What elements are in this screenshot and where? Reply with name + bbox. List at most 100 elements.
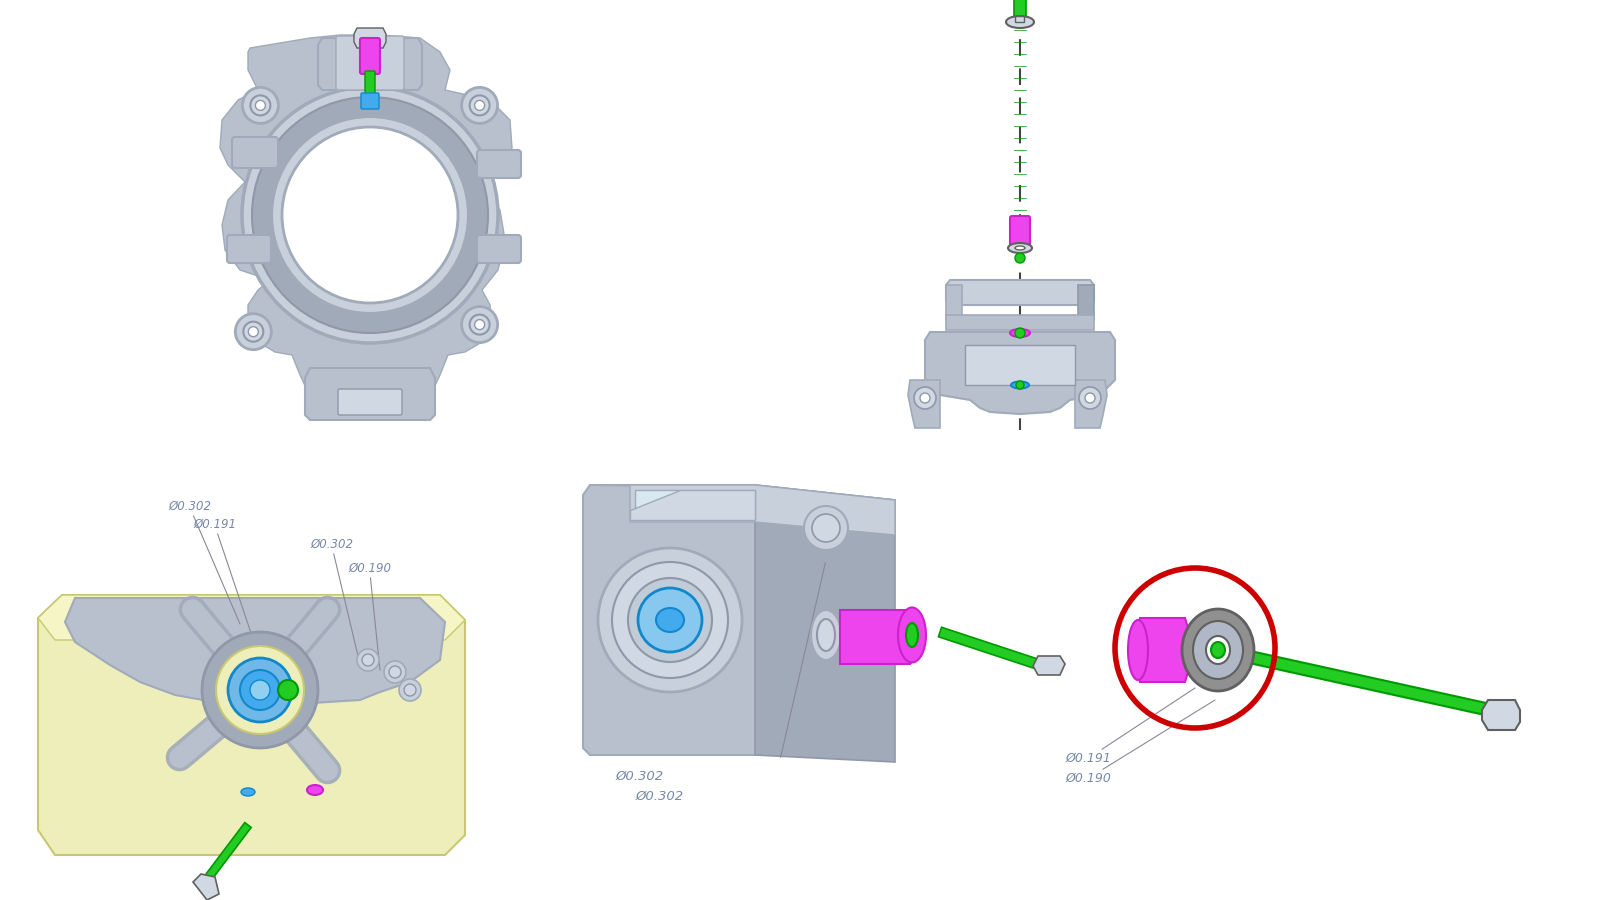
Circle shape [805, 506, 848, 550]
Circle shape [278, 680, 298, 700]
Circle shape [229, 658, 291, 722]
Polygon shape [1034, 656, 1066, 675]
Polygon shape [630, 485, 894, 535]
Polygon shape [946, 285, 962, 320]
Polygon shape [221, 35, 512, 405]
Circle shape [398, 679, 421, 701]
Ellipse shape [1011, 382, 1029, 389]
Circle shape [282, 127, 458, 303]
Ellipse shape [1206, 636, 1230, 664]
Polygon shape [1075, 380, 1107, 428]
Circle shape [475, 101, 485, 111]
Circle shape [357, 649, 379, 671]
Text: Ø0.190: Ø0.190 [1066, 700, 1214, 785]
Ellipse shape [242, 788, 254, 796]
Text: Ø0.302: Ø0.302 [310, 538, 358, 656]
Circle shape [240, 670, 280, 710]
FancyBboxPatch shape [232, 137, 278, 168]
Polygon shape [1138, 618, 1187, 682]
Ellipse shape [1211, 642, 1226, 658]
Circle shape [242, 87, 498, 343]
Circle shape [1014, 253, 1026, 263]
Polygon shape [582, 485, 762, 755]
FancyBboxPatch shape [365, 71, 374, 103]
Ellipse shape [818, 619, 835, 651]
Polygon shape [630, 490, 755, 520]
Ellipse shape [1128, 620, 1149, 680]
Polygon shape [909, 380, 941, 428]
Circle shape [384, 661, 406, 683]
Circle shape [242, 87, 278, 123]
Circle shape [216, 646, 304, 734]
Text: Ø0.190: Ø0.190 [349, 562, 390, 670]
Circle shape [256, 101, 266, 111]
Polygon shape [354, 28, 386, 48]
FancyBboxPatch shape [336, 36, 403, 90]
Circle shape [235, 314, 272, 350]
Circle shape [638, 588, 702, 652]
Ellipse shape [1182, 609, 1254, 691]
Circle shape [243, 321, 264, 342]
Text: Ø0.191: Ø0.191 [194, 518, 253, 636]
Circle shape [250, 95, 270, 115]
Polygon shape [635, 490, 755, 520]
Ellipse shape [898, 608, 926, 662]
Polygon shape [202, 823, 251, 885]
Circle shape [253, 97, 488, 333]
FancyBboxPatch shape [362, 93, 379, 109]
Circle shape [914, 387, 936, 409]
Text: Ø0.302: Ø0.302 [635, 790, 685, 803]
Text: Ø0.302: Ø0.302 [168, 500, 240, 624]
Polygon shape [1216, 644, 1491, 716]
Circle shape [475, 320, 485, 329]
Polygon shape [946, 280, 1094, 305]
Polygon shape [194, 874, 219, 900]
Circle shape [470, 315, 490, 335]
Polygon shape [946, 315, 1094, 330]
Circle shape [470, 95, 490, 115]
Circle shape [598, 548, 742, 692]
Polygon shape [1014, 217, 1026, 225]
Ellipse shape [656, 608, 685, 632]
Polygon shape [306, 368, 435, 420]
Circle shape [250, 680, 270, 700]
Ellipse shape [307, 785, 323, 795]
Circle shape [389, 666, 402, 678]
FancyBboxPatch shape [1016, 16, 1024, 22]
FancyBboxPatch shape [477, 235, 522, 263]
Circle shape [362, 654, 374, 666]
FancyBboxPatch shape [477, 150, 522, 178]
Circle shape [272, 117, 467, 313]
Circle shape [627, 578, 712, 662]
Polygon shape [318, 38, 422, 90]
FancyBboxPatch shape [227, 235, 270, 263]
FancyBboxPatch shape [338, 389, 402, 415]
Polygon shape [590, 485, 894, 500]
Ellipse shape [906, 623, 918, 647]
Circle shape [462, 87, 498, 123]
FancyBboxPatch shape [1014, 0, 1026, 27]
Circle shape [462, 307, 498, 343]
Circle shape [1014, 328, 1026, 338]
Polygon shape [925, 332, 1115, 414]
Ellipse shape [1014, 246, 1026, 250]
Text: Ø0.191: Ø0.191 [1066, 688, 1195, 765]
Polygon shape [755, 485, 894, 762]
Ellipse shape [1008, 243, 1032, 253]
Polygon shape [66, 598, 445, 705]
Circle shape [611, 562, 728, 678]
Ellipse shape [811, 610, 842, 660]
Ellipse shape [1006, 16, 1034, 28]
FancyBboxPatch shape [1010, 216, 1030, 250]
Polygon shape [965, 345, 1075, 385]
Circle shape [920, 393, 930, 403]
Polygon shape [840, 610, 915, 664]
Circle shape [1085, 393, 1094, 403]
Polygon shape [1482, 700, 1520, 730]
Polygon shape [38, 595, 466, 640]
Circle shape [1078, 387, 1101, 409]
Polygon shape [1078, 285, 1094, 320]
Polygon shape [939, 627, 1042, 670]
Text: Ø0.302: Ø0.302 [616, 770, 664, 783]
Polygon shape [38, 595, 466, 855]
